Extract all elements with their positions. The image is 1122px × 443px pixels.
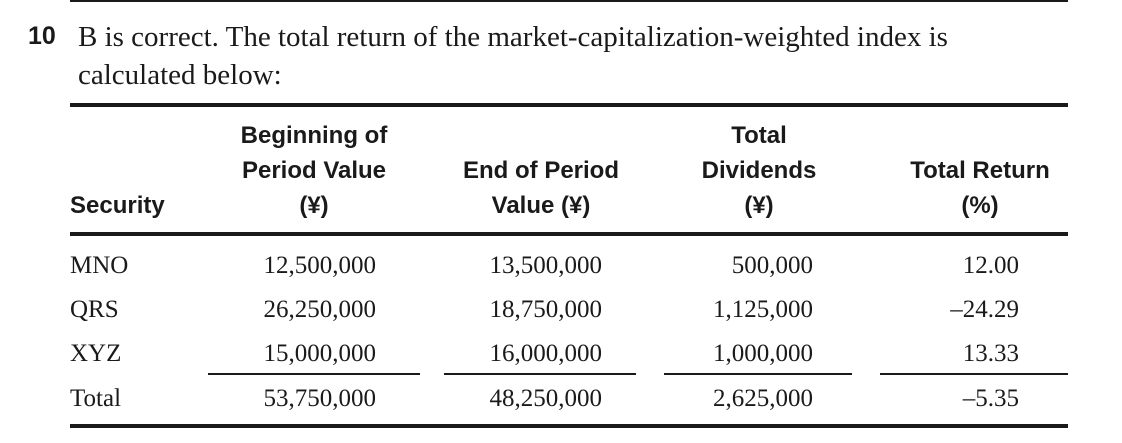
header-total-return: Total Return (%) (910, 157, 1050, 219)
cell-security: MNO (70, 252, 129, 279)
cell-dividends: 1,000,000 (713, 340, 813, 367)
top-rule (70, 0, 1068, 2)
cell-beginning-value: 12,500,000 (263, 252, 377, 279)
cell-end-value: 48,250,000 (489, 385, 603, 412)
question-text: B is correct. The total return of the ma… (78, 21, 948, 91)
cell-total-return: 13.33 (962, 340, 1019, 367)
cell-security: QRS (70, 296, 119, 323)
cell-beginning-value: 53,750,000 (263, 385, 377, 412)
cell-beginning-value: 15,000,000 (263, 340, 377, 367)
cell-security: Total (70, 385, 122, 412)
header-beginning-value: Beginning of Period Value (¥) (240, 122, 388, 219)
cell-dividends: 1,125,000 (713, 296, 813, 323)
cell-total-return: –5.35 (962, 385, 1019, 412)
header-security: Security (70, 192, 165, 219)
cell-dividends: 2,625,000 (713, 385, 813, 412)
cell-end-value: 13,500,000 (489, 252, 603, 279)
cell-total-return: 12.00 (962, 252, 1019, 279)
table-top-rule (70, 103, 1068, 107)
sum-rule-end (444, 373, 636, 375)
cell-beginning-value: 26,250,000 (263, 296, 377, 323)
header-end-value: End of Period Value (¥) (463, 157, 619, 219)
sum-rule-total-return (880, 373, 1068, 375)
cell-end-value: 16,000,000 (489, 340, 603, 367)
table-bottom-rule (70, 424, 1068, 428)
question-number: 10 (28, 22, 56, 50)
cell-security: XYZ (70, 340, 122, 367)
header-total-dividends: Total Dividends (¥) (701, 122, 817, 219)
cell-total-return: –24.29 (950, 296, 1019, 323)
cell-dividends: 500,000 (731, 252, 813, 279)
sum-rule-dividends (664, 373, 852, 375)
sum-rule-beginning (208, 373, 420, 375)
header-rule (70, 232, 1068, 236)
cell-end-value: 18,750,000 (489, 296, 603, 323)
